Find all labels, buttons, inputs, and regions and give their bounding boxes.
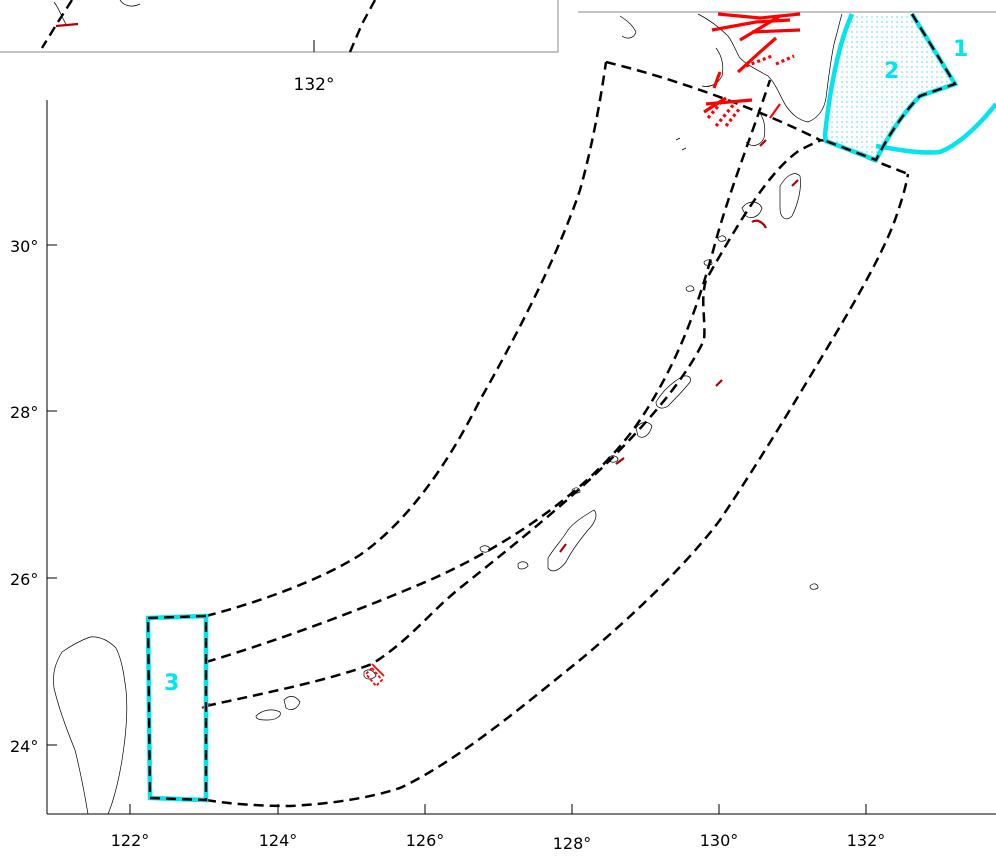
fault-line	[711, 18, 791, 32]
lon-label-130: 130°	[700, 831, 739, 850]
zone-outer-east-boundary	[205, 173, 910, 808]
inset-zone-line	[40, 0, 74, 49]
region-label-2: 2	[884, 59, 899, 84]
region-1-boundary	[822, 13, 855, 143]
fault-line	[751, 219, 767, 229]
inset-zone-line	[348, 0, 377, 53]
fault-line	[705, 98, 753, 106]
fault-line	[712, 71, 722, 89]
region-1-trough-line	[875, 102, 996, 155]
zone-outer-west-boundary	[205, 61, 608, 618]
fault-line	[769, 103, 781, 119]
koshiki-islands	[675, 137, 687, 151]
fault-line	[736, 36, 778, 74]
region-2-fill	[826, 14, 955, 160]
region-2-dash	[825, 13, 957, 162]
fault-line	[371, 663, 385, 677]
lon-label-122: 122°	[111, 831, 150, 850]
ishigaki-island	[283, 696, 301, 710]
fault-line	[775, 54, 795, 66]
inset-lon-label: 132°	[294, 75, 335, 95]
inset-fault	[55, 22, 79, 28]
tokara-islands	[685, 285, 695, 292]
lon-label-132: 132°	[847, 831, 886, 850]
zone-top-boundary	[605, 60, 821, 142]
lat-label-24: 24°	[10, 737, 38, 756]
lat-label-30: 30°	[10, 237, 38, 256]
region-3-boundary	[145, 613, 209, 803]
dark-faults	[201, 139, 799, 709]
kyushu-coastline	[701, 47, 724, 87]
inset-coastline	[53, 1, 67, 25]
fault-line	[714, 102, 736, 128]
okinawa-island	[547, 509, 597, 572]
inset-frame	[0, 0, 559, 53]
small-islet	[809, 583, 819, 590]
yaeyama-islands	[255, 709, 281, 721]
fault-line	[715, 379, 723, 387]
fault-line	[717, 12, 801, 20]
latitude-axis: 30° 28° 26° 24°	[10, 237, 57, 756]
region-3-dash	[146, 614, 208, 802]
kyushu-coastline	[745, 109, 766, 146]
kyushu-coastline	[697, 13, 843, 123]
fault-line	[739, 14, 781, 42]
fault-line	[559, 543, 567, 553]
region-label-1: 1	[953, 37, 968, 62]
active-faults	[364, 12, 801, 688]
fault-line	[724, 107, 742, 127]
amami-oshima	[655, 375, 691, 409]
inset-coastline	[119, 0, 141, 7]
coastlines	[53, 13, 843, 815]
fault-line	[745, 54, 773, 68]
tokara-islands	[717, 235, 727, 242]
lon-label-128: 128°	[553, 834, 592, 853]
region-label-3: 3	[164, 671, 179, 696]
longitude-axis: 122° 124° 126° 128° 130° 132°	[111, 804, 886, 853]
zone-inner-boundary	[205, 138, 823, 708]
miyako-islands	[363, 669, 377, 680]
zone-middle-boundary	[205, 79, 772, 664]
fault-line	[703, 96, 727, 114]
inset-map-top-left: 132°	[0, 0, 559, 95]
lat-label-28: 28°	[10, 403, 38, 422]
main-map-frame	[46, 100, 996, 815]
lon-label-124: 124°	[259, 831, 298, 850]
kerama-islands	[517, 561, 529, 570]
lon-label-126: 126°	[406, 831, 445, 850]
fault-line	[615, 457, 625, 465]
yakushima	[741, 201, 763, 218]
lat-label-26: 26°	[10, 570, 38, 589]
fault-line	[791, 179, 799, 187]
taiwan-coastline	[53, 636, 128, 815]
tokunoshima	[635, 422, 653, 438]
tokara-islands	[703, 259, 713, 266]
region-dashed-overlay	[146, 13, 957, 802]
fault-line	[759, 139, 767, 147]
zone-boundaries	[205, 60, 910, 808]
fault-line	[751, 28, 801, 34]
tanegashima	[779, 173, 801, 220]
fault-line	[364, 666, 384, 688]
goto-islands	[619, 15, 637, 39]
